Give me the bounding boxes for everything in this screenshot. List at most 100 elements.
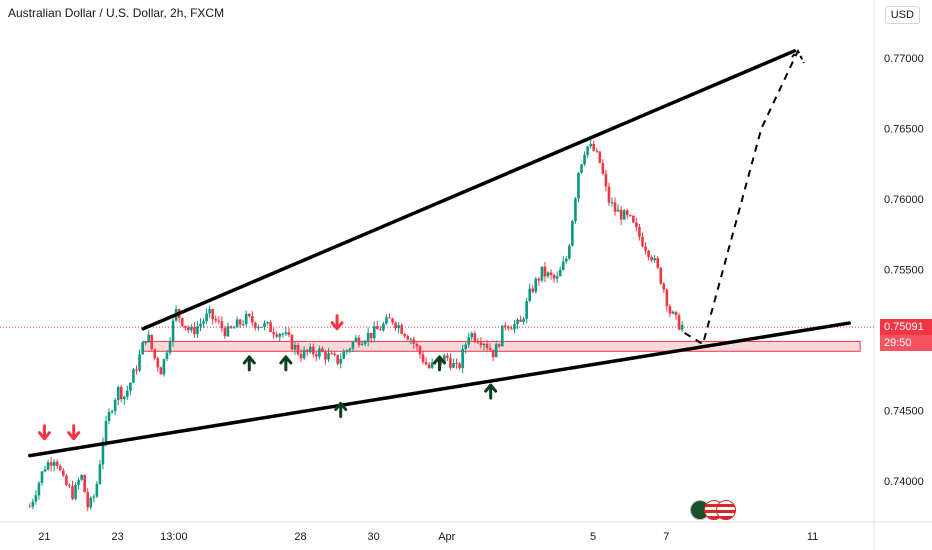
candle-body (421, 354, 425, 362)
candle-body (458, 363, 461, 369)
candle (366, 327, 370, 347)
candle (162, 358, 166, 377)
time-axis-label: 5 (590, 531, 596, 543)
price-axis-label: 0.74000 (884, 476, 924, 488)
candle (595, 147, 599, 153)
candle-body (379, 329, 382, 331)
candle (339, 353, 343, 369)
candle-body (628, 214, 632, 216)
candle-body (616, 209, 620, 212)
candle (354, 334, 358, 343)
candle (196, 321, 199, 338)
candle-body (132, 369, 135, 383)
candle-body (369, 332, 373, 339)
candle-body (144, 342, 147, 344)
usa-flag-icon[interactable] (716, 500, 736, 520)
candle (144, 342, 147, 346)
candle-body (537, 278, 541, 281)
candle-body (601, 162, 605, 174)
candle-body (238, 319, 242, 325)
candle (62, 467, 65, 477)
candle (132, 367, 135, 383)
candle (534, 276, 538, 294)
candle-body (281, 333, 285, 335)
candle-body (363, 341, 367, 344)
candle-body (479, 342, 483, 346)
candle (65, 473, 68, 486)
candle-body (540, 266, 544, 281)
arrow-up-icon (484, 383, 498, 400)
candle (510, 325, 513, 330)
candle-body (464, 344, 467, 349)
candle (543, 261, 547, 282)
candle (244, 310, 248, 327)
candle (305, 349, 309, 356)
candle (653, 255, 656, 264)
candle (452, 358, 455, 369)
candle (37, 481, 41, 500)
candle (391, 317, 394, 325)
candle (583, 151, 586, 167)
time-axis-label: 21 (38, 531, 50, 543)
candle (299, 348, 303, 362)
candle (397, 322, 400, 334)
time-axis-label: Apr (438, 531, 455, 543)
candle-body (607, 186, 611, 203)
candle (287, 327, 291, 338)
events-flags[interactable] (690, 498, 738, 520)
candle-body (232, 327, 236, 329)
candle-body (555, 276, 559, 279)
candle-body (205, 313, 208, 322)
candle (315, 352, 318, 362)
candle-body (58, 465, 62, 471)
candle-body (656, 258, 660, 268)
time-axis-label: 28 (294, 531, 306, 543)
candle (604, 169, 608, 192)
candle (318, 345, 321, 360)
candle (415, 341, 419, 351)
price-axis-label: 0.76500 (884, 124, 924, 136)
candle-body (324, 351, 327, 360)
candle-body (473, 333, 477, 342)
candle-body (229, 326, 233, 328)
candle-body (549, 272, 553, 276)
candle (461, 345, 464, 374)
candle-body (385, 317, 388, 324)
candle-body (497, 344, 501, 347)
candle-body (71, 486, 74, 499)
candle (638, 223, 641, 241)
candle (500, 325, 504, 347)
candle (251, 311, 254, 326)
candle (177, 308, 181, 323)
candle (375, 321, 379, 330)
candle-body (278, 333, 282, 337)
candle (333, 351, 336, 357)
candle-body (104, 421, 108, 442)
candle-body (552, 275, 556, 279)
candle-body (153, 349, 157, 359)
candle-body (263, 323, 266, 328)
candle (516, 318, 519, 330)
currency-button[interactable]: USD (884, 6, 920, 24)
current-price-tag: 0.75091 (880, 319, 932, 336)
candle (269, 320, 272, 333)
candle-body (138, 354, 141, 371)
candle (241, 319, 245, 327)
candle-body (412, 339, 416, 344)
candle-body (671, 311, 675, 314)
candle (491, 349, 495, 362)
candle-body (610, 202, 614, 204)
candle (546, 271, 550, 279)
candle-body (110, 411, 114, 413)
candle (342, 348, 346, 360)
candle-body (543, 266, 547, 277)
candle-body (372, 326, 376, 339)
candle (55, 459, 59, 470)
candle (31, 498, 35, 510)
candle (95, 481, 99, 499)
candle (138, 349, 141, 372)
candle-body (397, 325, 400, 329)
candle (473, 330, 477, 344)
candle (482, 342, 486, 351)
